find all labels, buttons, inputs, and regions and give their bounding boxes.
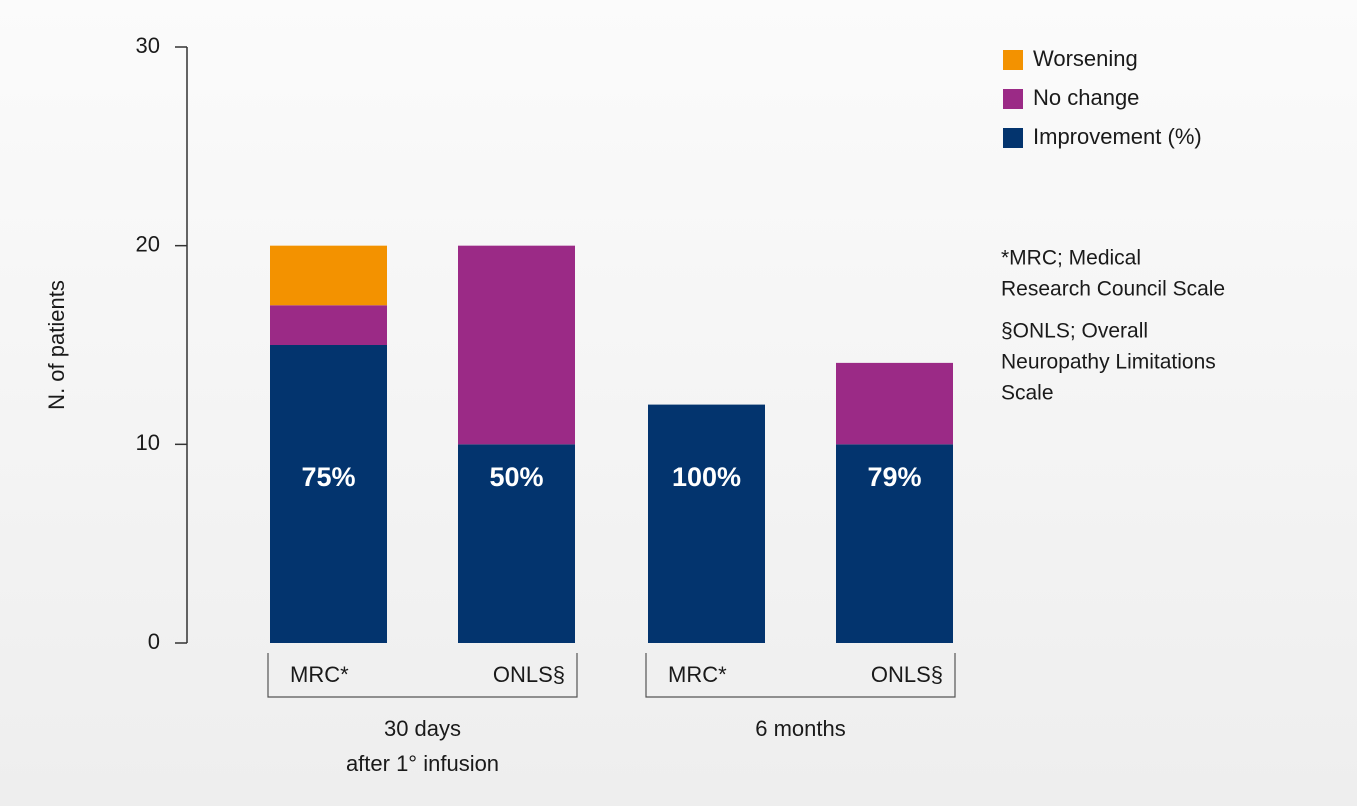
y-axis-label: N. of patients bbox=[44, 280, 69, 410]
y-tick-label: 0 bbox=[148, 629, 160, 654]
bar-annotation: 79% bbox=[867, 462, 921, 492]
group-label: 30 days bbox=[384, 716, 461, 741]
legend-swatch bbox=[1003, 50, 1023, 70]
group-label: after 1° infusion bbox=[346, 751, 499, 776]
y-tick-label: 20 bbox=[136, 231, 160, 256]
category-label: ONLS§ bbox=[871, 662, 943, 687]
bar-segment bbox=[270, 305, 387, 345]
category-label: MRC* bbox=[668, 662, 727, 687]
legend-label: Worsening bbox=[1033, 46, 1138, 71]
category-label: MRC* bbox=[290, 662, 349, 687]
footnote: Research Council Scale bbox=[1001, 278, 1225, 301]
bar-segment bbox=[458, 245, 575, 445]
bar-segment bbox=[458, 444, 575, 643]
bar-annotation: 100% bbox=[672, 462, 741, 492]
group-label: 6 months bbox=[755, 716, 846, 741]
y-tick-label: 30 bbox=[136, 33, 160, 58]
legend-label: No change bbox=[1033, 85, 1139, 110]
bar-segment bbox=[270, 345, 387, 643]
bar-annotation: 50% bbox=[489, 462, 543, 492]
footnote: §ONLS; Overall bbox=[1001, 320, 1148, 343]
group-bracket bbox=[645, 653, 956, 698]
legend-swatch bbox=[1003, 128, 1023, 148]
bar-segment bbox=[648, 404, 765, 643]
bar-annotation: 75% bbox=[301, 462, 355, 492]
legend-label: Improvement (%) bbox=[1033, 124, 1202, 149]
bar-segment bbox=[836, 362, 953, 445]
group-bracket bbox=[267, 653, 578, 698]
category-label: ONLS§ bbox=[493, 662, 565, 687]
bar-segment bbox=[270, 245, 387, 306]
footnote: *MRC; Medical bbox=[1001, 247, 1141, 270]
legend-swatch bbox=[1003, 89, 1023, 109]
y-tick-label: 10 bbox=[136, 430, 160, 455]
bar-segment bbox=[836, 444, 953, 643]
footnote: Scale bbox=[1001, 382, 1054, 405]
footnote: Neuropathy Limitations bbox=[1001, 351, 1216, 374]
